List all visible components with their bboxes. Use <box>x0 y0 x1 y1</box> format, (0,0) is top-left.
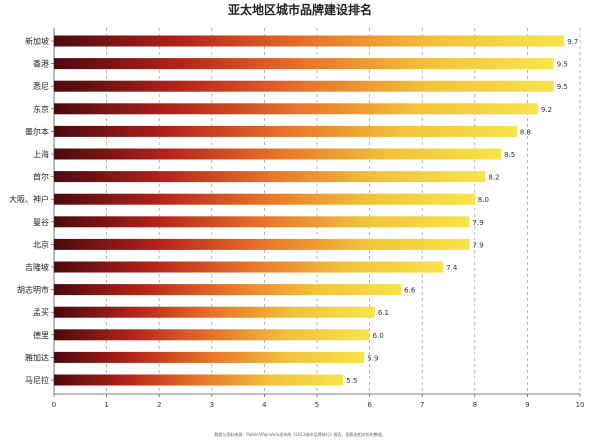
value-label: 6.1 <box>378 309 389 317</box>
x-tick-label: 10 <box>576 401 585 409</box>
category-label: 东京 <box>33 104 49 114</box>
category-label: 孟买 <box>33 307 49 317</box>
category-label: 悉尼 <box>33 81 49 91</box>
value-label: 7.9 <box>473 241 484 249</box>
category-label: 曼谷 <box>33 218 49 227</box>
value-label: 8.8 <box>520 128 531 136</box>
x-tick-label: 5 <box>315 401 319 409</box>
category-label: 墨尔本 <box>25 126 49 136</box>
x-tick-label: 0 <box>52 401 56 409</box>
bar <box>54 261 444 273</box>
value-label: 7.9 <box>473 219 484 227</box>
x-tick-label: 1 <box>104 401 108 409</box>
value-label: 8.2 <box>488 174 499 182</box>
value-label: 8.5 <box>504 151 515 159</box>
value-labels: 9.7 9.5 9.5 9.2 8.8 8.5 8.2 8.0 7.9 7.9 7.4 6.6 6.1 6… <box>346 38 578 385</box>
category-label: 新加坡 <box>25 36 49 46</box>
value-label: 7.4 <box>446 264 458 272</box>
bar <box>54 35 565 47</box>
category-label: 德里 <box>33 330 49 340</box>
category-label: 北京 <box>33 239 49 249</box>
bar <box>54 374 344 386</box>
value-label: 9.2 <box>541 106 552 114</box>
bar <box>54 193 475 205</box>
value-label: 9.5 <box>557 83 568 91</box>
x-tick-label: 8 <box>473 401 477 409</box>
bar <box>54 216 470 228</box>
bar <box>54 238 470 250</box>
bar <box>54 148 502 160</box>
chart-title: 亚太地区城市品牌建设排名 <box>228 2 372 17</box>
x-tick-label: 9 <box>525 401 529 409</box>
bar <box>54 329 370 341</box>
bar <box>54 306 375 318</box>
footnote: 数据与资料来源：PublicAffairsAsia发布的《2013城市品牌排行》… <box>214 431 385 437</box>
value-label: 9.5 <box>557 61 568 69</box>
category-label: 吉隆坡 <box>25 262 49 272</box>
bar <box>54 80 554 92</box>
x-tick-label: 6 <box>367 401 372 409</box>
value-label: 6.6 <box>404 287 416 295</box>
value-label: 5.9 <box>367 354 378 362</box>
value-label: 6.0 <box>373 332 384 340</box>
bar <box>54 125 517 137</box>
category-label: 胡志明市 <box>17 285 49 295</box>
x-tick-label: 7 <box>420 401 424 409</box>
category-label: 上海 <box>33 149 49 159</box>
x-tick-label: 3 <box>210 401 214 409</box>
category-labels: 新加坡香港悉尼东京墨尔本上海首尔大阪、神户曼谷北京吉隆坡胡志明市孟买德里雅加达马… <box>9 36 54 385</box>
category-label: 马尼拉 <box>25 375 49 385</box>
value-label: 8.0 <box>478 196 489 204</box>
bar <box>54 58 554 70</box>
value-label: 5.5 <box>346 377 357 385</box>
category-label: 香港 <box>33 59 49 69</box>
x-tick-label: 2 <box>157 401 161 409</box>
category-label: 首尔 <box>33 172 49 182</box>
x-tick-label: 4 <box>262 401 267 409</box>
value-label: 9.7 <box>567 38 578 46</box>
bars <box>54 35 565 386</box>
bar <box>54 284 402 296</box>
bar <box>54 171 486 183</box>
category-label: 大阪、神户 <box>9 194 49 204</box>
bar <box>54 351 365 363</box>
bar <box>54 103 538 115</box>
category-label: 雅加达 <box>25 352 49 362</box>
